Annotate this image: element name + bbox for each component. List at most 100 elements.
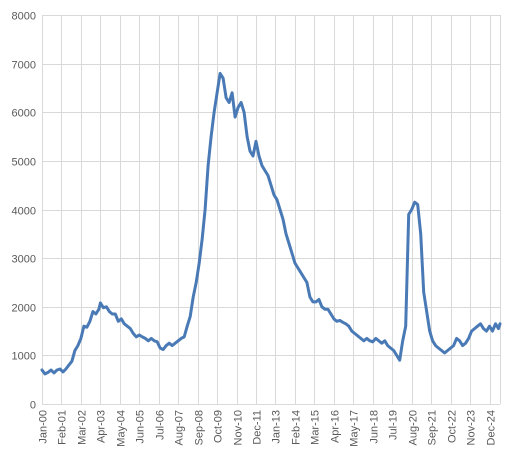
data-point	[476, 325, 479, 327]
data-point	[198, 262, 200, 264]
data-point	[327, 308, 329, 310]
data-point	[357, 335, 359, 337]
x-tick-label: Mar-02	[77, 410, 89, 445]
x-tick-label: Dec-11	[252, 410, 264, 445]
x-tick-label: Jun-05	[135, 410, 147, 444]
data-point	[138, 334, 140, 336]
data-point	[147, 340, 149, 342]
data-point	[74, 349, 76, 352]
data-point	[47, 371, 49, 373]
data-point	[59, 368, 61, 370]
data-point	[123, 323, 125, 325]
data-point	[129, 328, 131, 330]
x-tick-label: Jul-06	[155, 410, 167, 440]
data-point	[444, 352, 446, 354]
series-layer	[40, 71, 502, 376]
data-point	[393, 349, 395, 352]
x-tick-label: Mar-15	[310, 410, 322, 445]
x-tick-label: May-17	[349, 410, 361, 447]
data-point	[204, 208, 206, 211]
data-point	[354, 332, 356, 335]
data-point	[309, 296, 311, 298]
data-point	[114, 313, 116, 315]
data-point	[485, 330, 488, 332]
data-point	[499, 323, 501, 325]
x-tick-label: Jul-19	[388, 410, 400, 440]
data-point	[411, 208, 413, 211]
data-point	[56, 369, 58, 371]
data-point	[234, 116, 236, 118]
data-point	[144, 337, 146, 339]
data-point	[89, 320, 91, 322]
data-point	[183, 336, 185, 338]
data-point	[189, 315, 191, 318]
data-point	[479, 323, 482, 325]
data-point	[396, 354, 398, 356]
data-point	[435, 345, 437, 347]
data-point	[429, 330, 431, 332]
data-point	[77, 345, 79, 347]
data-point	[465, 342, 467, 344]
x-tick-label: Jan-00	[38, 410, 50, 444]
data-point	[50, 369, 52, 371]
data-point	[86, 326, 88, 328]
x-tick-label: Feb-14	[291, 410, 303, 445]
data-point	[488, 325, 491, 327]
data-point	[99, 302, 101, 304]
data-point	[180, 337, 182, 339]
data-point	[195, 281, 197, 283]
data-point	[491, 330, 494, 332]
data-point	[276, 199, 278, 201]
data-point	[273, 194, 275, 196]
data-point	[363, 340, 365, 342]
data-point	[210, 136, 212, 138]
data-point	[174, 342, 176, 344]
data-point	[300, 272, 302, 274]
data-point	[150, 337, 152, 339]
data-point	[351, 330, 353, 332]
x-tick-label: Dec-24	[486, 410, 498, 445]
data-point	[117, 320, 119, 322]
data-point	[390, 347, 392, 349]
data-point	[303, 277, 305, 279]
data-point	[120, 318, 122, 320]
data-point	[219, 72, 221, 74]
data-point	[375, 337, 377, 339]
x-tick-label: Apr-03	[96, 410, 108, 443]
data-point	[201, 238, 203, 240]
y-tick-label: 7000	[12, 60, 36, 72]
data-point	[258, 155, 260, 157]
data-point	[95, 313, 97, 315]
data-point	[153, 340, 155, 342]
data-point	[252, 155, 254, 157]
x-tick-label: Apr-16	[330, 410, 342, 443]
x-tick-label: Jun-18	[369, 410, 381, 444]
data-point	[372, 341, 374, 343]
data-point	[53, 372, 55, 374]
data-point	[98, 308, 100, 310]
data-point	[450, 347, 452, 349]
data-point	[68, 364, 70, 366]
y-tick-label: 5000	[12, 157, 36, 169]
x-tick-label: Feb-01	[57, 410, 69, 445]
y-axis-ticks: 0 1000 2000 3000 4000 5000 6000 7000 8000	[12, 11, 36, 412]
data-point	[177, 340, 179, 342]
data-point	[102, 307, 104, 309]
data-point	[141, 336, 143, 338]
data-point	[336, 320, 338, 322]
data-point	[420, 233, 422, 235]
data-point	[324, 308, 326, 310]
data-point	[192, 296, 194, 298]
data-point	[333, 318, 335, 320]
data-point	[297, 267, 299, 269]
data-point	[168, 342, 170, 344]
data-point	[132, 332, 134, 335]
data-point	[456, 337, 458, 339]
data-point	[80, 337, 82, 339]
data-point	[360, 337, 362, 339]
data-point	[387, 345, 389, 347]
data-point	[321, 306, 323, 308]
data-point	[243, 111, 245, 113]
data-point	[441, 349, 443, 352]
data-point	[83, 325, 85, 327]
